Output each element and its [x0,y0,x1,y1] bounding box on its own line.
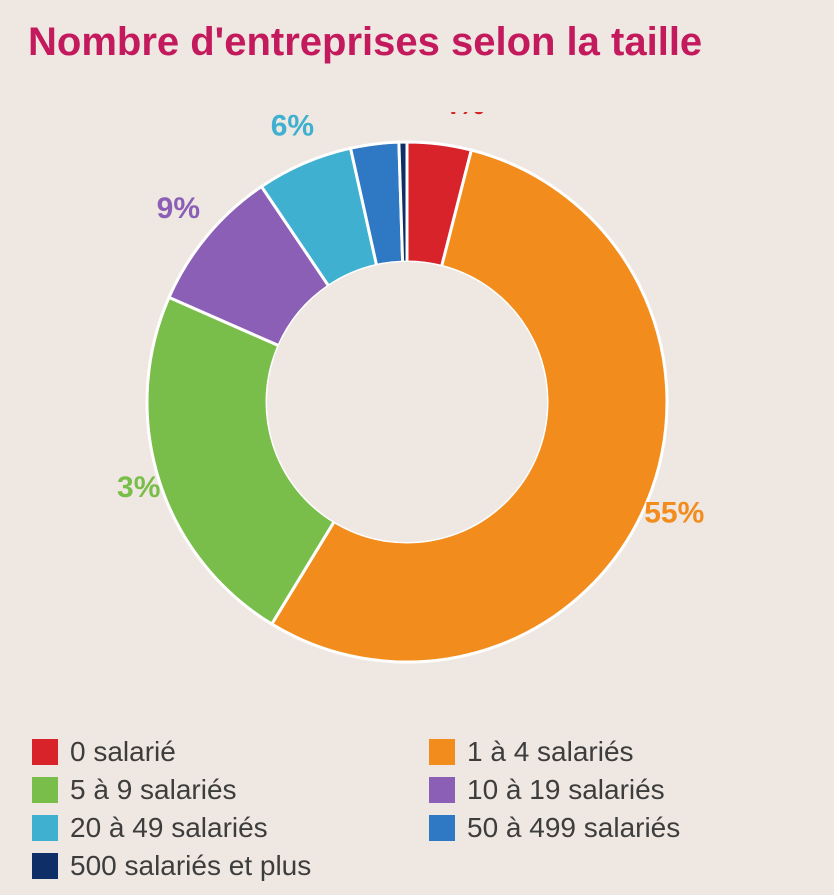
slice-value-label: 55% [644,496,704,529]
legend-swatch [32,739,58,765]
slice-value-label: 6% [271,112,314,143]
legend-label: 5 à 9 salariés [70,774,237,806]
legend-label: 500 salariés et plus [70,850,311,882]
legend-swatch [32,815,58,841]
legend-item: 500 salariés et plus [32,850,409,882]
legend-label: 10 à 19 salariés [467,774,665,806]
legend-swatch [429,777,455,803]
slice-value-label: 9% [157,192,200,225]
legend-item: 0 salarié [32,736,409,768]
donut-chart: 4% 55% 23% 9% 6% 3% [117,112,717,692]
legend-label: 0 salarié [70,736,176,768]
donut-chart-container: 4% 55% 23% 9% 6% 3% [28,112,806,692]
legend-swatch [429,815,455,841]
legend: 0 salarié 1 à 4 salariés 5 à 9 salariés 10 … [28,736,806,882]
chart-card: Nombre d'entreprises selon la taille 4% 5… [0,0,834,895]
legend-label: 1 à 4 salariés [467,736,634,768]
page-title: Nombre d'entreprises selon la taille [28,20,806,64]
legend-label: 20 à 49 salariés [70,812,268,844]
legend-swatch [32,853,58,879]
donut-hole [267,262,547,542]
legend-item: 1 à 4 salariés [429,736,806,768]
slice-value-label: 4% [441,112,484,121]
legend-item: 5 à 9 salariés [32,774,409,806]
legend-swatch [32,777,58,803]
legend-item: 50 à 499 salariés [429,812,806,844]
slice-value-label: 23% [117,471,160,504]
legend-swatch [429,739,455,765]
legend-label: 50 à 499 salariés [467,812,680,844]
slice-value-label: 3% [357,112,400,117]
legend-item: 20 à 49 salariés [32,812,409,844]
legend-item: 10 à 19 salariés [429,774,806,806]
